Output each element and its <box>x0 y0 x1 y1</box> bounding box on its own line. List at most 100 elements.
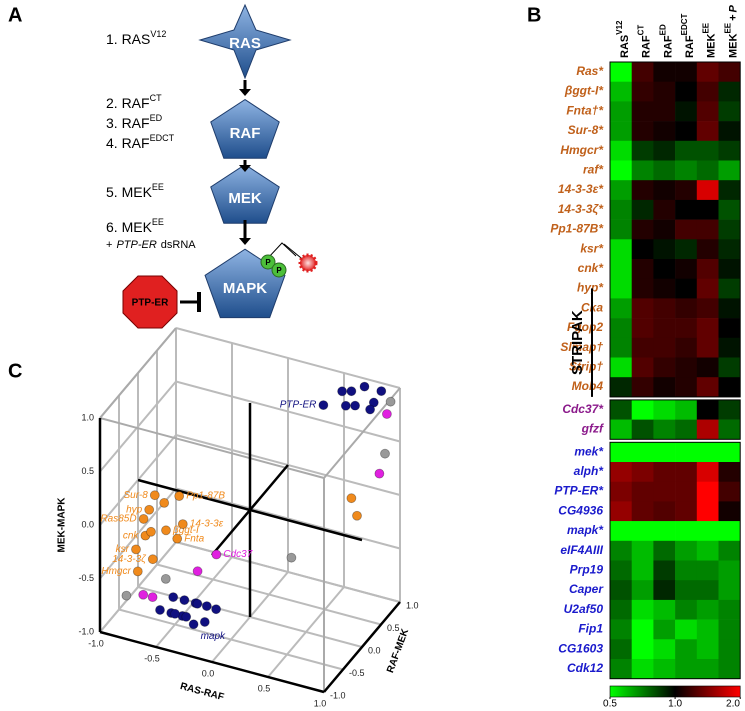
heat-cell <box>696 101 719 122</box>
point <box>376 386 387 397</box>
point-label: Hmgcr <box>101 566 131 577</box>
point <box>211 549 222 560</box>
heat-cell <box>653 62 676 82</box>
heat-cell <box>610 377 632 398</box>
phospho-label: P <box>276 266 282 275</box>
col-sup: EE <box>723 22 732 33</box>
heat-cell <box>718 599 741 620</box>
heat-cell <box>610 540 632 561</box>
heat-cell <box>675 337 698 358</box>
heat-cell <box>696 560 719 581</box>
heat-cell <box>610 259 632 279</box>
x-tick-label: -0.5 <box>144 653 160 663</box>
point-label: βggt-I <box>172 525 199 536</box>
heat-cell <box>675 180 698 201</box>
heat-cell <box>718 659 741 679</box>
row-label: Fnta†* <box>566 103 604 117</box>
x-tick-label: 0.5 <box>258 683 271 693</box>
heat-cell <box>675 619 698 640</box>
step-sup: ED <box>150 113 163 123</box>
row-label: U2af50 <box>564 602 604 616</box>
heat-cell <box>675 259 698 279</box>
heat-cell <box>631 81 654 102</box>
col-gene: P <box>727 4 739 12</box>
heat-cell <box>631 580 654 601</box>
heat-cell <box>718 419 741 440</box>
heat-cell <box>696 140 719 161</box>
heat-cell <box>631 62 654 82</box>
heat-cell <box>675 239 698 260</box>
row-label: 14-3-3ζ* <box>558 202 605 216</box>
heat-cell <box>718 501 741 522</box>
heat-cell <box>631 160 654 181</box>
step-text: 2. RAF <box>106 95 150 111</box>
heat-cell <box>696 419 719 440</box>
y-tick-label: 0.5 <box>387 623 400 633</box>
point <box>352 510 362 521</box>
heat-cell <box>696 278 719 299</box>
step-label: 6. MEKEE <box>106 217 164 234</box>
heat-cell <box>610 659 632 679</box>
heat-cell <box>718 462 741 482</box>
axis-line <box>323 601 401 693</box>
step-label: 5. MEKEE <box>106 182 164 199</box>
heat-cell <box>610 619 632 640</box>
heat-cell <box>675 377 698 398</box>
x-tick-label: 0.0 <box>202 668 215 678</box>
point <box>359 381 370 392</box>
heat-cell <box>653 419 676 440</box>
heat-cell <box>696 298 719 319</box>
point-label: 14-3-3ζ <box>112 554 147 565</box>
row-label: Hmgcr* <box>560 143 604 157</box>
heat-cell <box>653 318 676 339</box>
col-sup: ED <box>658 24 667 35</box>
point <box>174 491 185 501</box>
heat-cell <box>610 599 632 620</box>
point <box>380 448 390 459</box>
step-sup: EDCT <box>150 133 175 143</box>
heat-cell <box>696 180 719 201</box>
heat-cell <box>718 442 741 463</box>
column-label: MEKEE <box>702 22 718 58</box>
heat-cell <box>675 62 698 82</box>
point <box>172 533 183 544</box>
heat-cell <box>631 501 654 522</box>
heat-cell <box>675 462 698 482</box>
heat-cell <box>696 160 719 181</box>
x-tick-label: 1.0 <box>314 698 327 708</box>
heat-cell <box>631 540 654 561</box>
point <box>374 468 385 479</box>
heat-cell <box>653 580 676 601</box>
heat-cell <box>631 399 654 420</box>
col-sup: EE <box>702 22 711 33</box>
grid-line <box>156 563 382 626</box>
heat-cell <box>631 337 654 358</box>
point <box>177 519 188 529</box>
note-suffix: dsRNA <box>161 239 197 251</box>
point-label: Cdc37 <box>223 549 252 560</box>
heat-cell <box>696 357 719 378</box>
point-label: hyp <box>126 504 143 515</box>
heat-cell <box>696 659 719 679</box>
heat-cell <box>675 580 698 601</box>
heat-cell <box>718 239 741 260</box>
step-note: + PTP-ER dsRNA <box>106 239 196 251</box>
heat-cell <box>675 442 698 463</box>
heat-cell <box>631 659 654 679</box>
heat-cell <box>610 62 632 82</box>
heat-cell <box>675 199 698 220</box>
heat-cell <box>653 481 676 502</box>
heat-cell <box>653 442 676 463</box>
heat-cell <box>675 278 698 299</box>
heat-cell <box>631 199 654 220</box>
y-tick-label: -0.5 <box>349 668 365 678</box>
heat-cell <box>653 199 676 220</box>
heat-cell <box>653 239 676 260</box>
heat-cell <box>631 560 654 581</box>
heat-cell <box>610 560 632 581</box>
step-sup: CT <box>150 93 162 103</box>
row-label: gfzf <box>581 422 604 436</box>
heat-cell <box>631 619 654 640</box>
